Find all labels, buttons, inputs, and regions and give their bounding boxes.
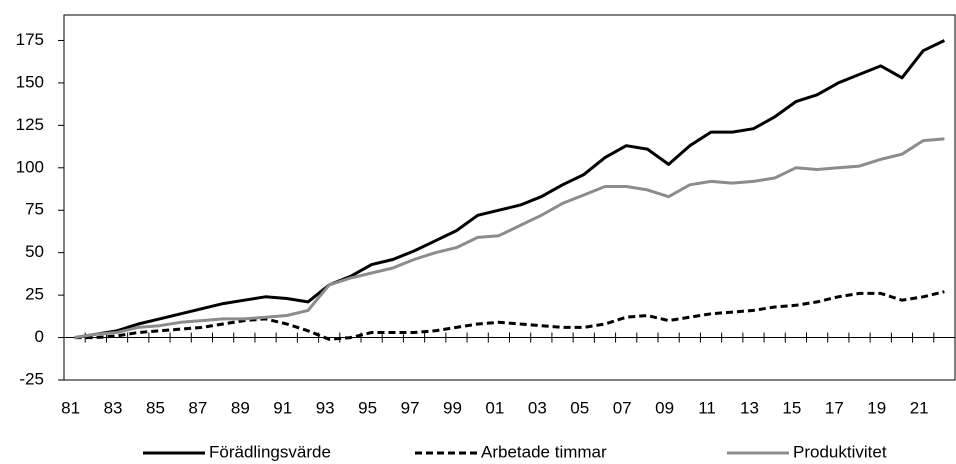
y-tick-label: 150 — [16, 72, 44, 91]
y-tick-label: 175 — [16, 30, 44, 49]
legend-label: Produktivitet — [793, 442, 887, 461]
x-tick-label: 93 — [316, 398, 335, 417]
x-tick-label: 11 — [698, 398, 716, 417]
y-tick-label: -25 — [19, 369, 44, 388]
x-tick-label: 87 — [188, 398, 207, 417]
series-line — [74, 39, 946, 340]
x-tick-label: 97 — [401, 398, 420, 417]
y-tick-label: 100 — [16, 157, 44, 176]
x-tick-label: 95 — [358, 398, 377, 417]
y-tick-label: 25 — [25, 285, 44, 304]
x-tick-label: 99 — [443, 398, 462, 417]
x-tick-label: 03 — [528, 398, 547, 417]
x-tick-label: 83 — [104, 398, 123, 417]
x-tick-label: 19 — [867, 398, 886, 417]
x-tick-label: 13 — [740, 398, 759, 417]
x-tick-label: 21 — [910, 398, 929, 417]
legend-label: Arbetade timmar — [481, 442, 607, 461]
x-tick-label: 85 — [146, 398, 165, 417]
x-tick-label: 15 — [782, 398, 801, 417]
plot-frame — [63, 14, 956, 381]
y-tick-label: 125 — [16, 115, 44, 134]
x-tick-label: 17 — [825, 398, 844, 417]
x-tick-label: 05 — [570, 398, 589, 417]
series-line — [74, 290, 945, 341]
x-tick-label: 91 — [273, 398, 292, 417]
x-tick-label: 01 — [485, 398, 504, 417]
x-tick-label: 07 — [613, 398, 632, 417]
y-tick-label: 50 — [25, 242, 44, 261]
y-tick-label: 75 — [25, 200, 44, 219]
x-tick-label: 09 — [655, 398, 674, 417]
x-tick-label: 89 — [231, 398, 250, 417]
y-tick-label: 0 — [35, 327, 44, 346]
series-line — [74, 137, 945, 340]
x-tick-label: 81 — [61, 398, 80, 417]
legend-label: Förädlingsvärde — [209, 442, 331, 461]
